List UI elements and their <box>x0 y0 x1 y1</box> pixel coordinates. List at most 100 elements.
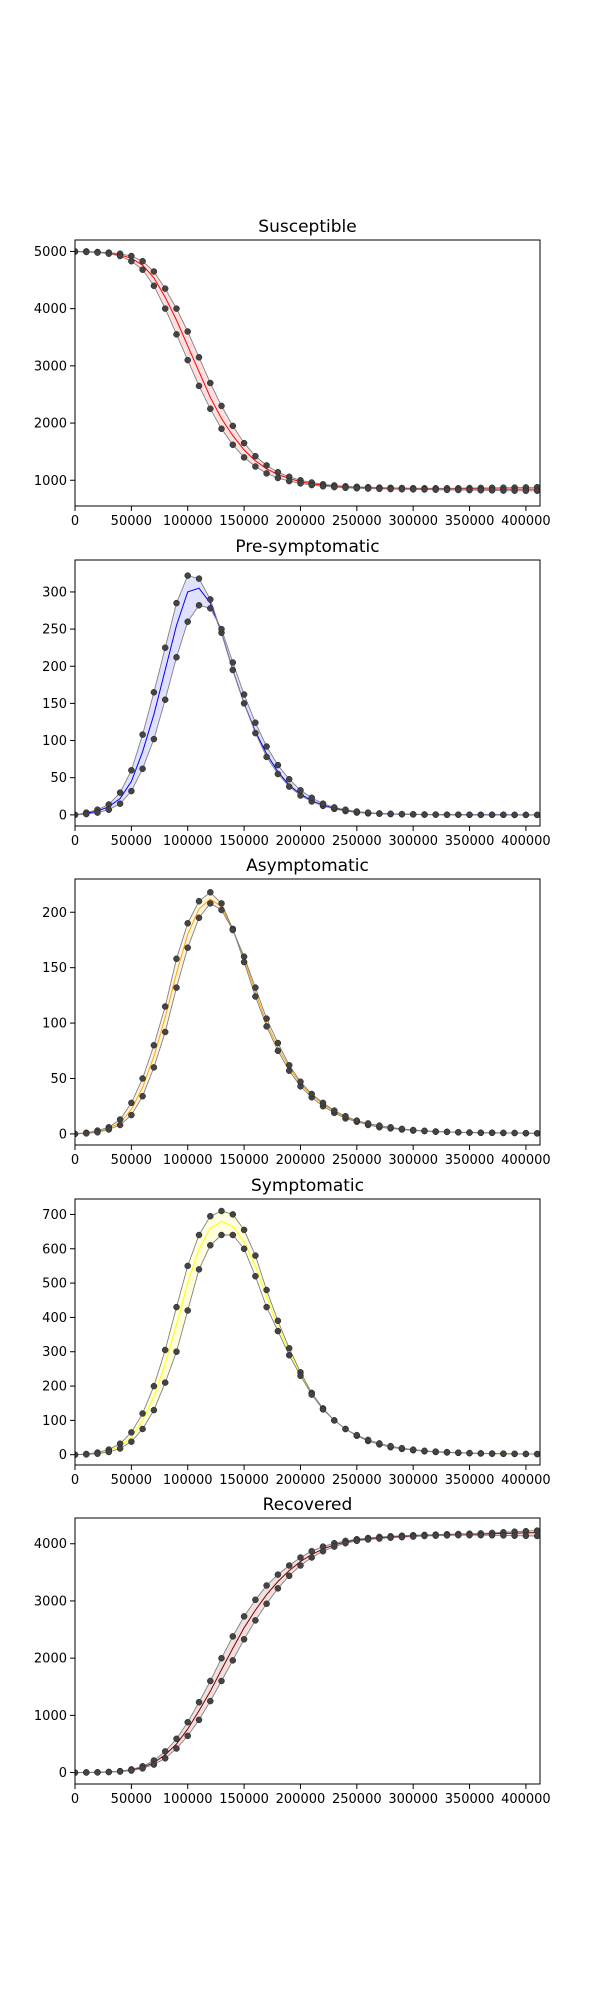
lower-point <box>331 483 338 491</box>
x-tick-label: 350000 <box>445 1153 495 1168</box>
x-tick-label: 0 <box>71 834 79 849</box>
lower-point <box>387 810 394 818</box>
lower-point <box>455 811 462 818</box>
chart-title: Pre-symptomatic <box>235 537 379 557</box>
lower-point <box>218 1231 225 1239</box>
upper-point <box>252 993 259 1000</box>
lower-point <box>285 1572 293 1580</box>
lower-point <box>477 1531 485 1539</box>
upper-point <box>240 1613 248 1620</box>
lower-point <box>207 605 214 612</box>
lower-point <box>432 811 439 818</box>
y-tick-label: 4000 <box>34 302 67 317</box>
x-tick-label: 150000 <box>219 834 269 849</box>
lower-point <box>128 257 135 265</box>
lower-point <box>308 794 315 802</box>
lower-point <box>105 1126 113 1133</box>
lower-point <box>421 1532 428 1540</box>
x-tick-label: 50000 <box>111 1473 152 1488</box>
lower-point <box>161 305 169 312</box>
upper-point <box>252 1596 259 1604</box>
x-tick-label: 200000 <box>276 834 326 849</box>
lower-point <box>274 474 282 482</box>
lower-point <box>285 1061 293 1069</box>
x-tick-label: 0 <box>71 1792 79 1807</box>
lower-point <box>488 811 496 819</box>
lower-point <box>342 484 349 492</box>
upper-line <box>75 250 538 489</box>
lower-point <box>376 1440 383 1447</box>
lower-point <box>173 1348 180 1355</box>
lower-point <box>218 625 225 633</box>
lower-point <box>105 250 113 257</box>
x-tick-label: 150000 <box>219 1792 269 1807</box>
lower-point <box>229 926 237 934</box>
upper-point <box>184 1262 191 1270</box>
lower-point <box>387 1534 394 1541</box>
lower-point <box>105 806 113 813</box>
lower-point <box>387 1442 394 1450</box>
lower-point <box>432 1128 439 1135</box>
lower-point <box>533 1130 540 1137</box>
upper-point <box>274 1317 282 1325</box>
lower-point <box>432 486 439 493</box>
lower-point <box>229 1657 237 1664</box>
lower-point <box>173 331 180 338</box>
lower-point <box>161 1755 169 1762</box>
y-tick-label: 2000 <box>34 417 67 432</box>
upper-line <box>75 1530 538 1774</box>
plot-area <box>75 889 540 1138</box>
lower-point <box>139 765 146 773</box>
x-tick-label: 250000 <box>332 1792 382 1807</box>
lower-point <box>83 810 90 818</box>
upper-point <box>218 402 225 410</box>
upper-point <box>150 1382 158 1390</box>
upper-point <box>263 1023 270 1030</box>
lower-point <box>116 1445 124 1452</box>
upper-point <box>173 305 180 312</box>
lower-point <box>421 1127 428 1135</box>
lower-point <box>229 441 237 449</box>
upper-point <box>207 889 214 896</box>
confidence-band <box>75 575 538 815</box>
lower-point <box>488 1532 496 1539</box>
lower-point <box>252 719 259 726</box>
lower-point <box>500 1129 507 1137</box>
y-tick-label: 1000 <box>34 1709 67 1724</box>
upper-point <box>150 689 158 696</box>
lower-point <box>409 1533 417 1540</box>
lower-point <box>195 914 203 922</box>
y-tick-label: 1000 <box>34 474 67 489</box>
lower-point <box>500 1450 507 1457</box>
chart-panel: Susceptible 0 50000 100000 150000 200000 25000… <box>34 217 551 529</box>
lower-point <box>364 1436 372 1444</box>
upper-point <box>173 1303 180 1311</box>
lower-point <box>342 1112 349 1120</box>
upper-point <box>116 1116 124 1123</box>
x-tick-label: 250000 <box>332 1473 382 1488</box>
lower-point <box>398 1444 406 1452</box>
lower-point <box>297 787 304 794</box>
lower-point <box>139 1765 146 1772</box>
lower-point <box>533 487 540 495</box>
lower-point <box>319 1099 327 1107</box>
lower-point <box>207 405 214 413</box>
lower-point <box>297 480 304 487</box>
upper-point <box>173 599 180 607</box>
lower-point <box>308 481 315 489</box>
confidence-band <box>75 251 538 491</box>
upper-point <box>274 1047 282 1055</box>
plot-area <box>75 1207 540 1458</box>
lower-point <box>522 487 530 495</box>
chart-title: Recovered <box>263 1495 353 1515</box>
lower-point <box>240 953 248 960</box>
lower-point <box>488 1129 496 1137</box>
x-tick-label: 400000 <box>501 1792 551 1807</box>
chart-title: Symptomatic <box>251 1176 364 1196</box>
y-tick-label: 400 <box>42 1311 67 1326</box>
upper-point <box>218 1654 225 1662</box>
x-tick-label: 300000 <box>388 834 438 849</box>
x-tick-label: 400000 <box>501 1153 551 1168</box>
lower-point <box>139 266 146 273</box>
lower-point <box>342 1425 349 1433</box>
